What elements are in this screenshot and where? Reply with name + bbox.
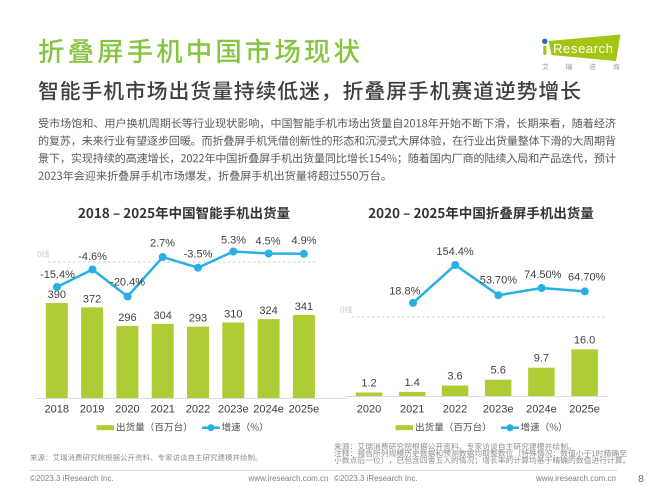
- svg-text:3.6: 3.6: [447, 371, 462, 383]
- svg-text:296: 296: [118, 312, 136, 324]
- svg-text:154.4%: 154.4%: [436, 246, 474, 258]
- svg-text:9.7: 9.7: [534, 353, 549, 365]
- svg-text:8: 8: [638, 473, 644, 485]
- svg-text:2021: 2021: [400, 404, 424, 416]
- svg-text:2024e: 2024e: [526, 404, 557, 416]
- svg-text:2023e: 2023e: [483, 404, 514, 416]
- svg-text:74.50%: 74.50%: [524, 269, 562, 281]
- svg-text:390: 390: [48, 289, 66, 301]
- svg-text:293: 293: [189, 313, 207, 325]
- svg-text:www.iresearch.com.cn: www.iresearch.com.cn: [247, 474, 328, 483]
- svg-text:18.8%: 18.8%: [389, 285, 420, 297]
- svg-text:2025e: 2025e: [289, 404, 320, 416]
- svg-text:372: 372: [83, 293, 101, 305]
- svg-text:2024e: 2024e: [253, 404, 284, 416]
- svg-text:2021: 2021: [150, 404, 174, 416]
- svg-text:64.70%: 64.70%: [568, 272, 606, 284]
- svg-text:53.70%: 53.70%: [480, 275, 518, 287]
- svg-text:-3.5%: -3.5%: [184, 249, 213, 261]
- svg-text:2023e: 2023e: [218, 404, 249, 416]
- svg-text:341: 341: [295, 301, 313, 313]
- svg-text:16.0: 16.0: [574, 334, 595, 346]
- svg-text:2019: 2019: [80, 404, 104, 416]
- svg-text:2020: 2020: [115, 404, 139, 416]
- svg-text:1.2: 1.2: [361, 378, 376, 390]
- svg-text:www.iresearch.com.cn: www.iresearch.com.cn: [535, 474, 616, 483]
- svg-text:1.4: 1.4: [405, 377, 420, 389]
- svg-text:©2023.3 iResearch Inc.: ©2023.3 iResearch Inc.: [334, 474, 418, 483]
- svg-text:-20.4%: -20.4%: [110, 277, 145, 289]
- svg-text:5.3%: 5.3%: [221, 235, 246, 247]
- svg-text:2022: 2022: [443, 404, 467, 416]
- svg-text:2020: 2020: [357, 404, 381, 416]
- svg-text:310: 310: [224, 308, 242, 320]
- svg-text:2.7%: 2.7%: [150, 238, 175, 250]
- svg-text:5.6: 5.6: [491, 365, 506, 377]
- svg-text:324: 324: [259, 305, 277, 317]
- svg-text:304: 304: [154, 310, 172, 322]
- svg-text:-4.6%: -4.6%: [78, 251, 107, 263]
- svg-text:2025e: 2025e: [569, 404, 600, 416]
- svg-text:2018: 2018: [45, 404, 69, 416]
- svg-text:2022: 2022: [186, 404, 210, 416]
- svg-text:Research: Research: [553, 41, 613, 56]
- svg-text:-15.4%: -15.4%: [40, 269, 75, 281]
- svg-text:4.9%: 4.9%: [291, 235, 316, 247]
- svg-text:©2023.3 iResearch Inc.: ©2023.3 iResearch Inc.: [30, 474, 114, 483]
- svg-text:4.5%: 4.5%: [255, 236, 280, 248]
